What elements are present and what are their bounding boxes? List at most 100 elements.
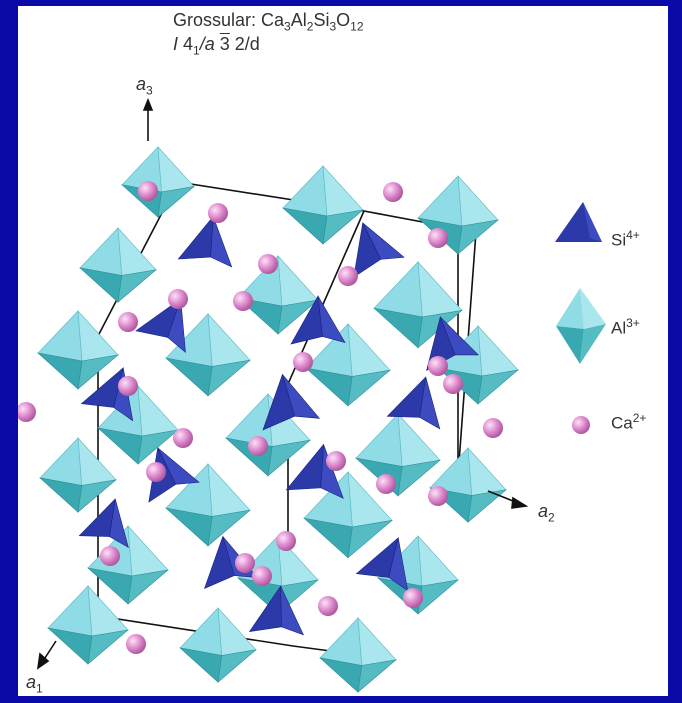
octa-face: [157, 146, 195, 193]
al-octahedron: [47, 585, 130, 665]
axis-a3-arrowhead: [142, 97, 154, 111]
al-octahedron: [417, 175, 500, 255]
octa-face: [207, 509, 252, 547]
tetra-face: [362, 222, 405, 260]
ca-sphere: [18, 402, 36, 422]
octa-face: [37, 310, 83, 362]
octa-face: [137, 429, 180, 465]
octa-face: [397, 459, 442, 497]
formula-ca: Ca: [261, 10, 285, 30]
tetra-face: [210, 216, 233, 268]
octa-face: [127, 525, 169, 577]
octa-face: [322, 209, 365, 245]
octa-face: [347, 369, 392, 407]
octa-face: [347, 519, 394, 559]
al-octahedron: [429, 447, 508, 523]
ca-sphere: [252, 566, 272, 586]
calcium-spheres-layer: [18, 181, 503, 654]
octa-face: [373, 261, 423, 318]
si-tetrahedron: [177, 215, 233, 268]
ca-sphere: [173, 428, 193, 448]
octa-face: [277, 299, 320, 335]
octa-face: [580, 324, 606, 364]
octa-face: [207, 313, 251, 367]
formula-si: Si: [313, 10, 330, 30]
tetra-face: [317, 295, 346, 343]
cell-edge: [97, 615, 294, 647]
octa-face: [477, 325, 519, 377]
al-octahedron: [121, 146, 196, 218]
ca-sphere: [318, 596, 338, 616]
al-octahedron: [282, 165, 365, 245]
octahedron-icon: [556, 288, 606, 364]
octa-face: [282, 165, 328, 217]
tetra-face: [167, 298, 186, 354]
ca-sphere: [258, 254, 278, 274]
ca-sphere: [146, 462, 166, 482]
octa-face: [267, 439, 312, 477]
octa-face: [556, 288, 584, 329]
al-octahedron: [39, 437, 118, 513]
axes-layer: [36, 97, 529, 670]
tetra-face: [282, 374, 321, 419]
legend-al-label: Al3+: [611, 316, 640, 338]
ca-sphere: [428, 486, 448, 506]
octa-face: [417, 261, 463, 318]
octa-face: [467, 447, 507, 496]
ca-sphere: [276, 531, 296, 551]
si-tetrahedron: [290, 295, 346, 345]
si-tetrahedron: [262, 373, 321, 431]
ca-sphere: [100, 546, 120, 566]
al-octahedron: [355, 413, 442, 497]
al-octahedron: [303, 471, 394, 559]
al-octahedron: [179, 607, 258, 683]
formula-si-sub: 3: [329, 19, 337, 34]
si-tetrahedron: [353, 221, 405, 278]
octa-face: [357, 659, 398, 693]
legend-si-label: Si4+: [611, 228, 640, 250]
octa-face: [77, 479, 118, 513]
si-tetrahedron: [355, 536, 409, 592]
formula-o-sub: 12: [350, 19, 364, 34]
tetra-face: [439, 316, 480, 356]
tetra-face: [157, 447, 200, 485]
sg-glide: /a: [199, 34, 215, 54]
ca-sphere: [293, 352, 313, 372]
si-tetrahedron: [248, 585, 305, 636]
sg-rest: 2/d: [234, 34, 260, 54]
tetra-face: [388, 537, 409, 592]
tetra-face: [419, 376, 441, 430]
al-octahedron: [165, 463, 252, 547]
octa-face: [347, 323, 391, 377]
octa-face: [217, 649, 258, 683]
octa-face: [580, 288, 606, 329]
sg-screw-sub: 1: [193, 43, 200, 58]
sg-inversion: 3: [219, 34, 230, 54]
tetra-face: [320, 444, 344, 499]
formula-ca-sub: 3: [284, 19, 291, 34]
ca-sphere: [233, 291, 253, 311]
octa-face: [417, 535, 459, 587]
axis-a1-label: a1: [26, 672, 43, 696]
space-group: I 41/a 3 2/d: [173, 34, 260, 58]
si-tetrahedron: [386, 376, 441, 430]
ca-sphere: [483, 418, 503, 438]
al-octahedron: [79, 227, 158, 303]
ca-sphere: [428, 228, 448, 248]
octa-face: [87, 629, 130, 665]
sg-lattice: I: [173, 34, 179, 54]
octa-face: [77, 310, 119, 362]
octa-face: [322, 165, 364, 217]
axis-a3-label: a3: [136, 74, 153, 98]
octa-face: [467, 489, 508, 523]
octa-face: [39, 437, 83, 486]
ca-sphere: [138, 181, 158, 201]
ca-sphere: [168, 289, 188, 309]
ca-sphere: [338, 266, 358, 286]
ca-sphere: [235, 553, 255, 573]
octa-face: [277, 255, 319, 307]
octa-face: [157, 186, 196, 218]
tetra-face: [280, 585, 305, 636]
octa-face: [457, 175, 499, 227]
ca-sphere: [118, 376, 138, 396]
